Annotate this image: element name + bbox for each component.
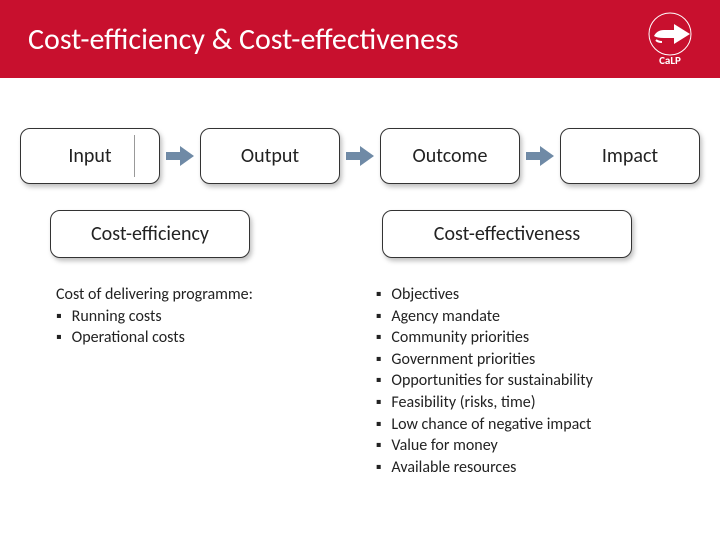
list-item: Government priorities bbox=[376, 349, 680, 371]
flow-box-output: Output bbox=[200, 128, 340, 184]
list-item: Running costs bbox=[56, 306, 256, 328]
hand-arrow-icon bbox=[640, 12, 700, 56]
flow-label: Input bbox=[68, 144, 111, 168]
flow-label: Outcome bbox=[413, 144, 488, 168]
list-item: Objectives bbox=[376, 284, 680, 306]
flow-box-impact: Impact bbox=[560, 128, 700, 184]
category-label: Cost-efficiency bbox=[91, 222, 209, 246]
list-item: Low chance of negative impact bbox=[376, 414, 680, 436]
flow-box-input: Input bbox=[20, 128, 160, 184]
detail-intro: Cost of delivering programme: bbox=[56, 284, 256, 306]
arrow-icon bbox=[526, 146, 554, 166]
details-effectiveness: Objectives Agency mandate Community prio… bbox=[376, 284, 680, 478]
category-effectiveness: Cost-effectiveness bbox=[382, 210, 632, 258]
calp-logo: CaLP bbox=[630, 6, 710, 72]
list-item: Value for money bbox=[376, 435, 680, 457]
flow-label: Output bbox=[241, 144, 299, 168]
category-row: Cost-efficiency Cost-effectiveness bbox=[0, 204, 720, 280]
page-title: Cost-efficiency & Cost-effectiveness bbox=[28, 21, 459, 58]
list-item: Community priorities bbox=[376, 327, 680, 349]
list-item: Available resources bbox=[376, 457, 680, 479]
detail-list-left: Running costs Operational costs bbox=[56, 306, 256, 349]
details-efficiency: Cost of delivering programme: Running co… bbox=[56, 284, 256, 478]
details-row: Cost of delivering programme: Running co… bbox=[0, 280, 720, 488]
list-item: Feasibility (risks, time) bbox=[376, 392, 680, 414]
list-item: Operational costs bbox=[56, 327, 256, 349]
flow-box-outcome: Outcome bbox=[380, 128, 520, 184]
flow-label: Impact bbox=[602, 144, 658, 168]
arrow-icon bbox=[166, 146, 194, 166]
category-label: Cost-effectiveness bbox=[434, 222, 580, 246]
list-item: Opportunities for sustainability bbox=[376, 370, 680, 392]
category-efficiency: Cost-efficiency bbox=[50, 210, 250, 258]
header-bar: Cost-efficiency & Cost-effectiveness CaL… bbox=[0, 0, 720, 78]
list-item: Agency mandate bbox=[376, 306, 680, 328]
detail-list-right: Objectives Agency mandate Community prio… bbox=[376, 284, 680, 478]
arrow-icon bbox=[346, 146, 374, 166]
flow-row: Input Output Outcome Impact bbox=[0, 78, 720, 204]
